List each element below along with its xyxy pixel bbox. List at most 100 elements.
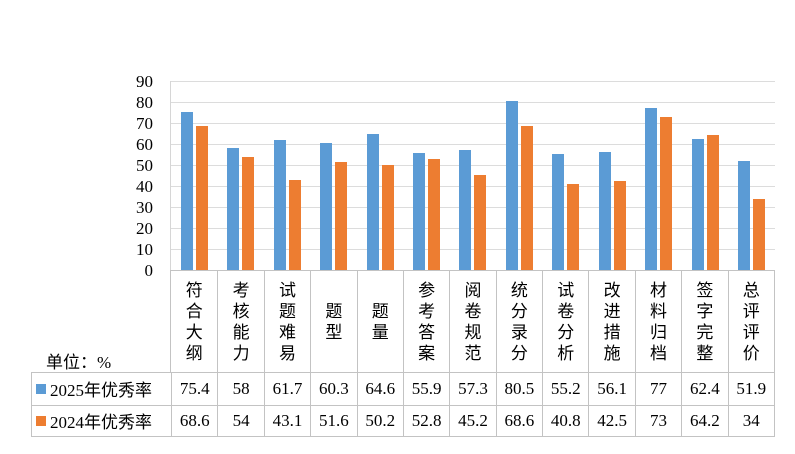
data-table: 2025年优秀率 75.4 58 61.7 60.3 64.6 55.9 57.3 80.5 55… [31,372,775,437]
value-cell: 50.2 [356,404,403,436]
value-cell: 54 [217,404,264,436]
plot-area [170,81,775,270]
value-cell: 45.2 [449,404,496,436]
value-cell: 58 [217,373,263,405]
value-cell: 56.1 [588,373,634,405]
category-label: 改 进 措 施 [588,271,634,372]
bar-2024年优秀率 [660,116,673,270]
category-label: 考 核 能 力 [217,271,263,372]
bar-2025年优秀率 [273,140,286,270]
bar-2024年优秀率 [567,184,580,270]
y-tick-label: 40 [136,176,153,196]
bar-group [589,81,635,270]
legend-series-name: 2025年优秀率 [50,381,152,401]
value-cell: 68.6 [171,404,218,436]
bar-2024年优秀率 [613,180,626,270]
bar-2024年优秀率 [335,161,348,270]
bar-2025年优秀率 [366,134,379,270]
category-label: 阅 卷 规 范 [449,271,495,372]
value-cell: 64.6 [356,373,403,405]
bar-2024年优秀率 [381,164,394,270]
value-cell: 75.4 [171,373,217,405]
gridline [171,249,775,250]
category-header-row: 符 合 大 纲考 核 能 力试 题 难 易题 型题 量参 考 答 案阅 卷 规 … [170,270,775,372]
legend-cell: 2024年优秀率 [32,404,171,437]
category-label: 总 评 评 价 [727,271,774,372]
y-tick-label: 90 [136,71,153,91]
bar-2024年优秀率 [753,198,766,270]
bar-2024年优秀率 [474,175,487,270]
category-label: 参 考 答 案 [402,271,449,372]
value-cell: 55.9 [402,373,449,405]
gridline [171,144,775,145]
value-cell: 52.8 [402,404,450,436]
category-label: 试 题 难 易 [263,271,310,372]
y-tick-label: 10 [136,239,153,259]
bar-group [264,81,310,270]
bar-2024年优秀率 [520,125,533,270]
value-cell: 61.7 [263,373,310,405]
y-tick-label: 50 [136,155,153,175]
y-tick-label: 60 [136,134,153,154]
bar-2025年优秀率 [227,148,240,270]
value-cell: 77 [634,373,681,405]
bar-2024年优秀率 [195,125,208,270]
gridline [171,165,775,166]
bar-2025年优秀率 [691,138,704,270]
bar-2025年优秀率 [320,143,333,270]
legend-series-name: 2024年优秀率 [50,413,152,433]
bar-2024年优秀率 [428,159,441,270]
bar-2025年优秀率 [552,154,565,270]
y-tick-label: 70 [136,113,153,133]
bar-group [171,81,217,270]
value-cell: 73 [634,404,682,436]
gridline [171,186,775,187]
gridline [171,81,775,82]
bar-2025年优秀率 [645,108,658,270]
value-cell: 62.4 [681,373,727,405]
bar-2025年优秀率 [180,111,193,270]
value-cell: 51.6 [310,404,357,436]
bar-groups [171,81,775,270]
value-cell: 40.8 [542,404,589,436]
bar-group [310,81,356,270]
category-label: 题 量 [356,271,403,372]
bar-group [217,81,263,270]
bar-group [403,81,449,270]
value-cell: 51.9 [727,373,774,405]
y-tick-label: 80 [136,92,153,112]
bar-2025年优秀率 [738,161,751,270]
value-cell: 68.6 [495,404,543,436]
bar-2025年优秀率 [598,152,611,270]
category-label: 统 分 录 分 [495,271,542,372]
bar-group [636,81,682,270]
y-tick-label: 20 [136,218,153,238]
y-tick-label: 30 [136,197,153,217]
legend-cell: 2025年优秀率 [32,373,171,405]
bar-group [543,81,589,270]
category-label: 材 料 归 档 [634,271,681,372]
bar-group [357,81,403,270]
category-label: 题 型 [310,271,356,372]
value-cell: 34 [727,404,774,436]
bar-group [450,81,496,270]
value-cell: 60.3 [310,373,356,405]
category-label: 试 卷 分 析 [542,271,588,372]
gridline [171,102,775,103]
value-cell: 55.2 [542,373,588,405]
bar-2024年优秀率 [288,179,301,270]
gridline [171,207,775,208]
legend-swatch-icon [36,415,46,426]
bar-group [729,81,775,270]
y-tick-label: 0 [144,260,154,280]
value-cell: 57.3 [449,373,495,405]
value-cell: 43.1 [263,404,311,436]
bar-2025年优秀率 [459,149,472,270]
value-cell: 42.5 [588,404,635,436]
bar-group [496,81,542,270]
unit-label: 单位：% [46,353,112,372]
legend-swatch-icon [36,383,46,394]
bar-2024年优秀率 [242,156,255,270]
gridline [171,123,775,124]
